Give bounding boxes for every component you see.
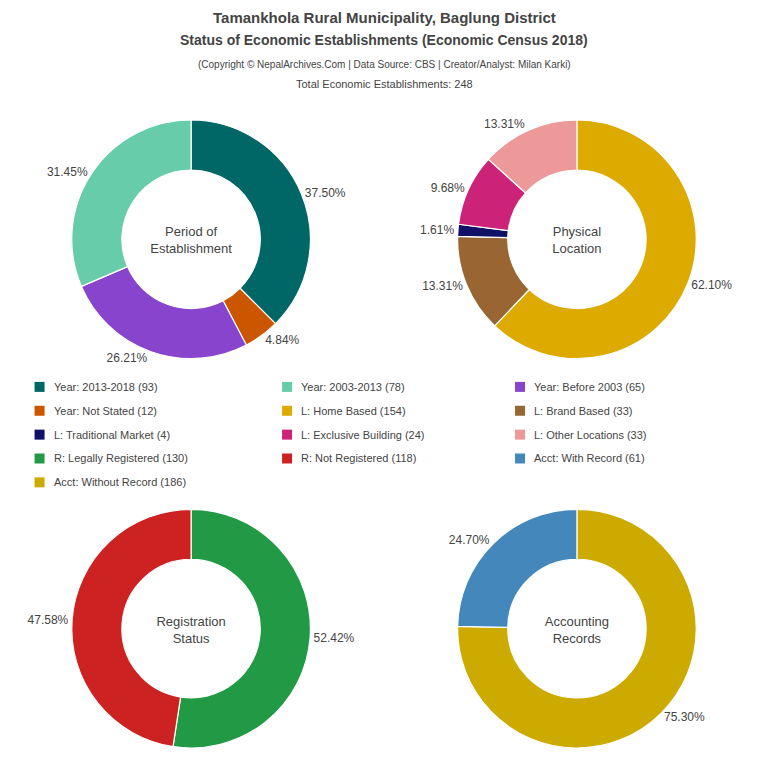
svg-text:Status of Economic Establishme: Status of Economic Establishments (Econo… bbox=[180, 32, 588, 48]
svg-text:AccountingRecords: AccountingRecords bbox=[545, 614, 609, 646]
svg-text:13.31%: 13.31% bbox=[484, 117, 525, 131]
svg-text:Year: 2013-2018 (93): Year: 2013-2018 (93) bbox=[54, 381, 158, 393]
svg-text:L: Traditional Market (4): L: Traditional Market (4) bbox=[54, 429, 170, 441]
svg-text:Acct: With Record (61): Acct: With Record (61) bbox=[534, 452, 645, 464]
svg-text:47.58%: 47.58% bbox=[28, 613, 69, 627]
svg-text:(Copyright © NepalArchives.Com: (Copyright © NepalArchives.Com | Data So… bbox=[198, 59, 571, 70]
svg-text:R: Legally Registered (130): R: Legally Registered (130) bbox=[54, 452, 188, 464]
svg-text:4.84%: 4.84% bbox=[265, 333, 299, 347]
svg-text:1.61%: 1.61% bbox=[420, 223, 454, 237]
svg-text:26.21%: 26.21% bbox=[107, 351, 148, 365]
svg-text:37.50%: 37.50% bbox=[305, 186, 346, 200]
svg-text:RegistrationStatus: RegistrationStatus bbox=[156, 614, 225, 646]
svg-text:24.70%: 24.70% bbox=[449, 533, 490, 547]
svg-text:L: Other Locations (33): L: Other Locations (33) bbox=[534, 429, 647, 441]
svg-text:Total Economic Establishments:: Total Economic Establishments: 248 bbox=[296, 78, 473, 90]
svg-text:9.68%: 9.68% bbox=[431, 181, 465, 195]
svg-text:62.10%: 62.10% bbox=[691, 278, 732, 292]
svg-text:R: Not Registered (118): R: Not Registered (118) bbox=[301, 452, 416, 464]
svg-text:L: Home Based (154): L: Home Based (154) bbox=[301, 405, 406, 417]
svg-text:52.42%: 52.42% bbox=[314, 631, 355, 645]
svg-text:Year: Before 2003 (65): Year: Before 2003 (65) bbox=[534, 381, 645, 393]
svg-text:Acct: Without Record (186): Acct: Without Record (186) bbox=[54, 476, 186, 488]
svg-text:Year: Not Stated (12): Year: Not Stated (12) bbox=[54, 405, 157, 417]
svg-text:13.31%: 13.31% bbox=[422, 279, 463, 293]
svg-text:L: Brand Based (33): L: Brand Based (33) bbox=[534, 405, 632, 417]
svg-text:Year: 2003-2013 (78): Year: 2003-2013 (78) bbox=[301, 381, 405, 393]
svg-text:31.45%: 31.45% bbox=[47, 165, 88, 179]
svg-text:Period ofEstablishment: Period ofEstablishment bbox=[150, 224, 232, 256]
svg-text:L: Exclusive Building (24): L: Exclusive Building (24) bbox=[301, 429, 425, 441]
svg-text:75.30%: 75.30% bbox=[664, 710, 705, 724]
svg-text:PhysicalLocation: PhysicalLocation bbox=[552, 224, 601, 256]
svg-text:Tamankhola Rural Municipality,: Tamankhola Rural Municipality, Baglung D… bbox=[213, 9, 556, 26]
